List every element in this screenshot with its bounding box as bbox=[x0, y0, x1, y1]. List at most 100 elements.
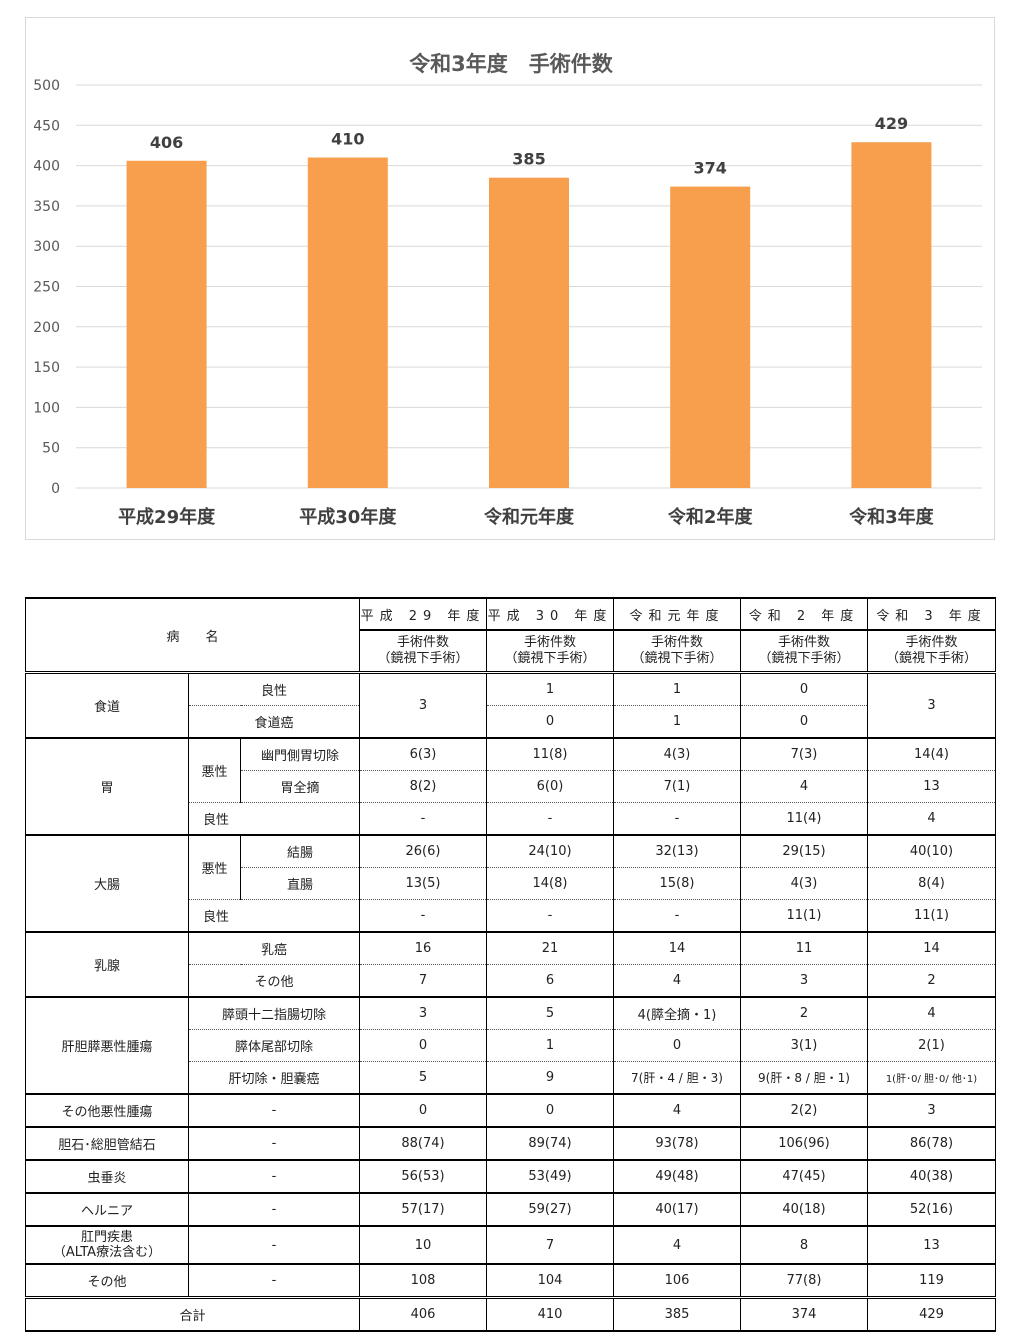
table-cell: 56(53) bbox=[359, 1159, 487, 1194]
sub-label: 良性 bbox=[188, 899, 360, 933]
chart-title: 令和3年度 手術件数 bbox=[409, 52, 613, 76]
header-sub-line2: （鏡視下手術） bbox=[377, 651, 469, 666]
x-tick-label: 令和元年度 bbox=[483, 506, 575, 528]
table-cell: 2 bbox=[867, 964, 996, 998]
disease-esophagus: 食道 bbox=[25, 671, 189, 739]
table-cell: 32(13) bbox=[613, 834, 741, 868]
sub-label: - bbox=[188, 1126, 360, 1161]
table-cell: 11(4) bbox=[740, 802, 868, 836]
header-sub: 手術件数 （鏡視下手術） bbox=[359, 629, 487, 673]
sub-label: - bbox=[188, 1263, 360, 1299]
table-cell: 0 bbox=[486, 1093, 614, 1128]
table-cell: 29(15) bbox=[740, 834, 868, 868]
header-sub: 手術件数 （鏡視下手術） bbox=[486, 629, 614, 673]
table-cell: 1 bbox=[486, 1029, 614, 1062]
table-cell: 14 bbox=[613, 931, 741, 965]
disease-breast: 乳腺 bbox=[25, 931, 189, 998]
sub-label: 肝切除・胆嚢癌 bbox=[188, 1061, 360, 1095]
x-tick-label: 平成29年度 bbox=[118, 506, 216, 528]
y-tick-label: 250 bbox=[33, 280, 60, 296]
disease-anal-line1: 肛門疾患 bbox=[80, 1230, 133, 1245]
table-cell: 4 bbox=[613, 964, 741, 998]
table-cell: 4(3) bbox=[740, 867, 868, 900]
table-cell: 14(4) bbox=[867, 737, 996, 771]
total-cell: 429 bbox=[867, 1297, 996, 1332]
table-cell: 77(8) bbox=[740, 1263, 868, 1299]
sub-label: 良性 bbox=[188, 802, 360, 836]
table-cell: 6 bbox=[486, 964, 614, 998]
table-cell: - bbox=[613, 802, 741, 836]
table-cell: - bbox=[486, 802, 614, 836]
table-cell: 108 bbox=[359, 1263, 487, 1299]
header-year: 令和 2 年度 bbox=[740, 597, 868, 631]
table-cell: 104 bbox=[486, 1263, 614, 1299]
table-cell: - bbox=[359, 899, 487, 933]
table-cell: 106 bbox=[613, 1263, 741, 1299]
table-cell: 47(45) bbox=[740, 1159, 868, 1194]
table-cell: 4 bbox=[613, 1225, 741, 1265]
y-tick-label: 500 bbox=[33, 78, 60, 94]
header-sub-line1: 手術件数 bbox=[650, 635, 703, 650]
sub-label: 悪性 bbox=[188, 834, 241, 900]
table-cell: 14(8) bbox=[486, 867, 614, 900]
table-cell: 5 bbox=[359, 1061, 487, 1095]
data-label: 410 bbox=[331, 130, 364, 149]
header-sub: 手術件数 （鏡視下手術） bbox=[740, 629, 868, 673]
table-cell: 3 bbox=[867, 1093, 996, 1128]
table-cell: 6(3) bbox=[359, 737, 487, 771]
table-cell: 24(10) bbox=[486, 834, 614, 868]
header-sub-line2: （鏡視下手術） bbox=[504, 651, 596, 666]
table-cell: 11(8) bbox=[486, 737, 614, 771]
bar bbox=[851, 142, 932, 488]
table-cell: 15(8) bbox=[613, 867, 741, 900]
table-cell: 9 bbox=[486, 1061, 614, 1095]
table-cell: 8(4) bbox=[867, 867, 996, 900]
table-cell: 1(肝･0/ 胆･0/ 他･1) bbox=[867, 1061, 996, 1095]
table-cell: 21 bbox=[486, 931, 614, 965]
disease-anal-line2: （ALTA療法含む） bbox=[52, 1245, 162, 1260]
table-cell: 49(48) bbox=[613, 1159, 741, 1194]
disease-hernia: ヘルニア bbox=[25, 1192, 189, 1227]
table-cell: 2(2) bbox=[740, 1093, 868, 1128]
table-cell: 106(96) bbox=[740, 1126, 868, 1161]
table-cell: 88(74) bbox=[359, 1126, 487, 1161]
sub-label: - bbox=[188, 1192, 360, 1227]
table-cell: 7(1) bbox=[613, 770, 741, 803]
table-cell: 0 bbox=[486, 705, 614, 739]
bar-chart: 0 50 100 150 200 250 300 350 400 450 500 406 平成29年度 4… bbox=[33, 78, 982, 528]
header-sub: 手術件数 （鏡視下手術） bbox=[613, 629, 741, 673]
table-cell: 40(18) bbox=[740, 1192, 868, 1227]
table-cell: 13(5) bbox=[359, 867, 487, 900]
table-cell: - bbox=[486, 899, 614, 933]
y-tick-label: 200 bbox=[33, 320, 60, 336]
table-cell: 2(1) bbox=[867, 1029, 996, 1062]
header-year: 令和 3 年度 bbox=[867, 597, 996, 631]
table-cell: 4 bbox=[867, 996, 996, 1030]
table-cell: 1 bbox=[613, 705, 741, 739]
table-cell: 57(17) bbox=[359, 1192, 487, 1227]
header-sub-line1: 手術件数 bbox=[905, 635, 958, 650]
table-cell: 0 bbox=[613, 1029, 741, 1062]
disease-appendicitis: 虫垂炎 bbox=[25, 1159, 189, 1194]
sub-label: - bbox=[188, 1159, 360, 1194]
table-cell: 7(3) bbox=[740, 737, 868, 771]
header-sub: 手術件数 （鏡視下手術） bbox=[867, 629, 996, 673]
y-tick-label: 150 bbox=[33, 360, 60, 376]
sub-label: - bbox=[188, 1225, 360, 1265]
sub-label: 膵頭十二指腸切除 bbox=[188, 996, 360, 1030]
sub-label: 結腸 bbox=[240, 834, 360, 868]
bar bbox=[670, 186, 751, 488]
table-cell: 7 bbox=[486, 1225, 614, 1265]
table-cell: 8 bbox=[740, 1225, 868, 1265]
table-cell: 13 bbox=[867, 1225, 996, 1265]
total-cell: 410 bbox=[486, 1297, 614, 1332]
y-tick-label: 400 bbox=[33, 159, 60, 175]
table-cell: 119 bbox=[867, 1263, 996, 1299]
table-cell: 53(49) bbox=[486, 1159, 614, 1194]
sub-label: 胃全摘 bbox=[240, 770, 360, 803]
bar bbox=[126, 160, 207, 489]
table-cell: 11(1) bbox=[740, 899, 868, 933]
disease-hbp: 肝胆膵悪性腫瘍 bbox=[25, 996, 189, 1095]
table-cell: 2 bbox=[740, 996, 868, 1030]
header-year: 令和元年度 bbox=[613, 597, 741, 631]
